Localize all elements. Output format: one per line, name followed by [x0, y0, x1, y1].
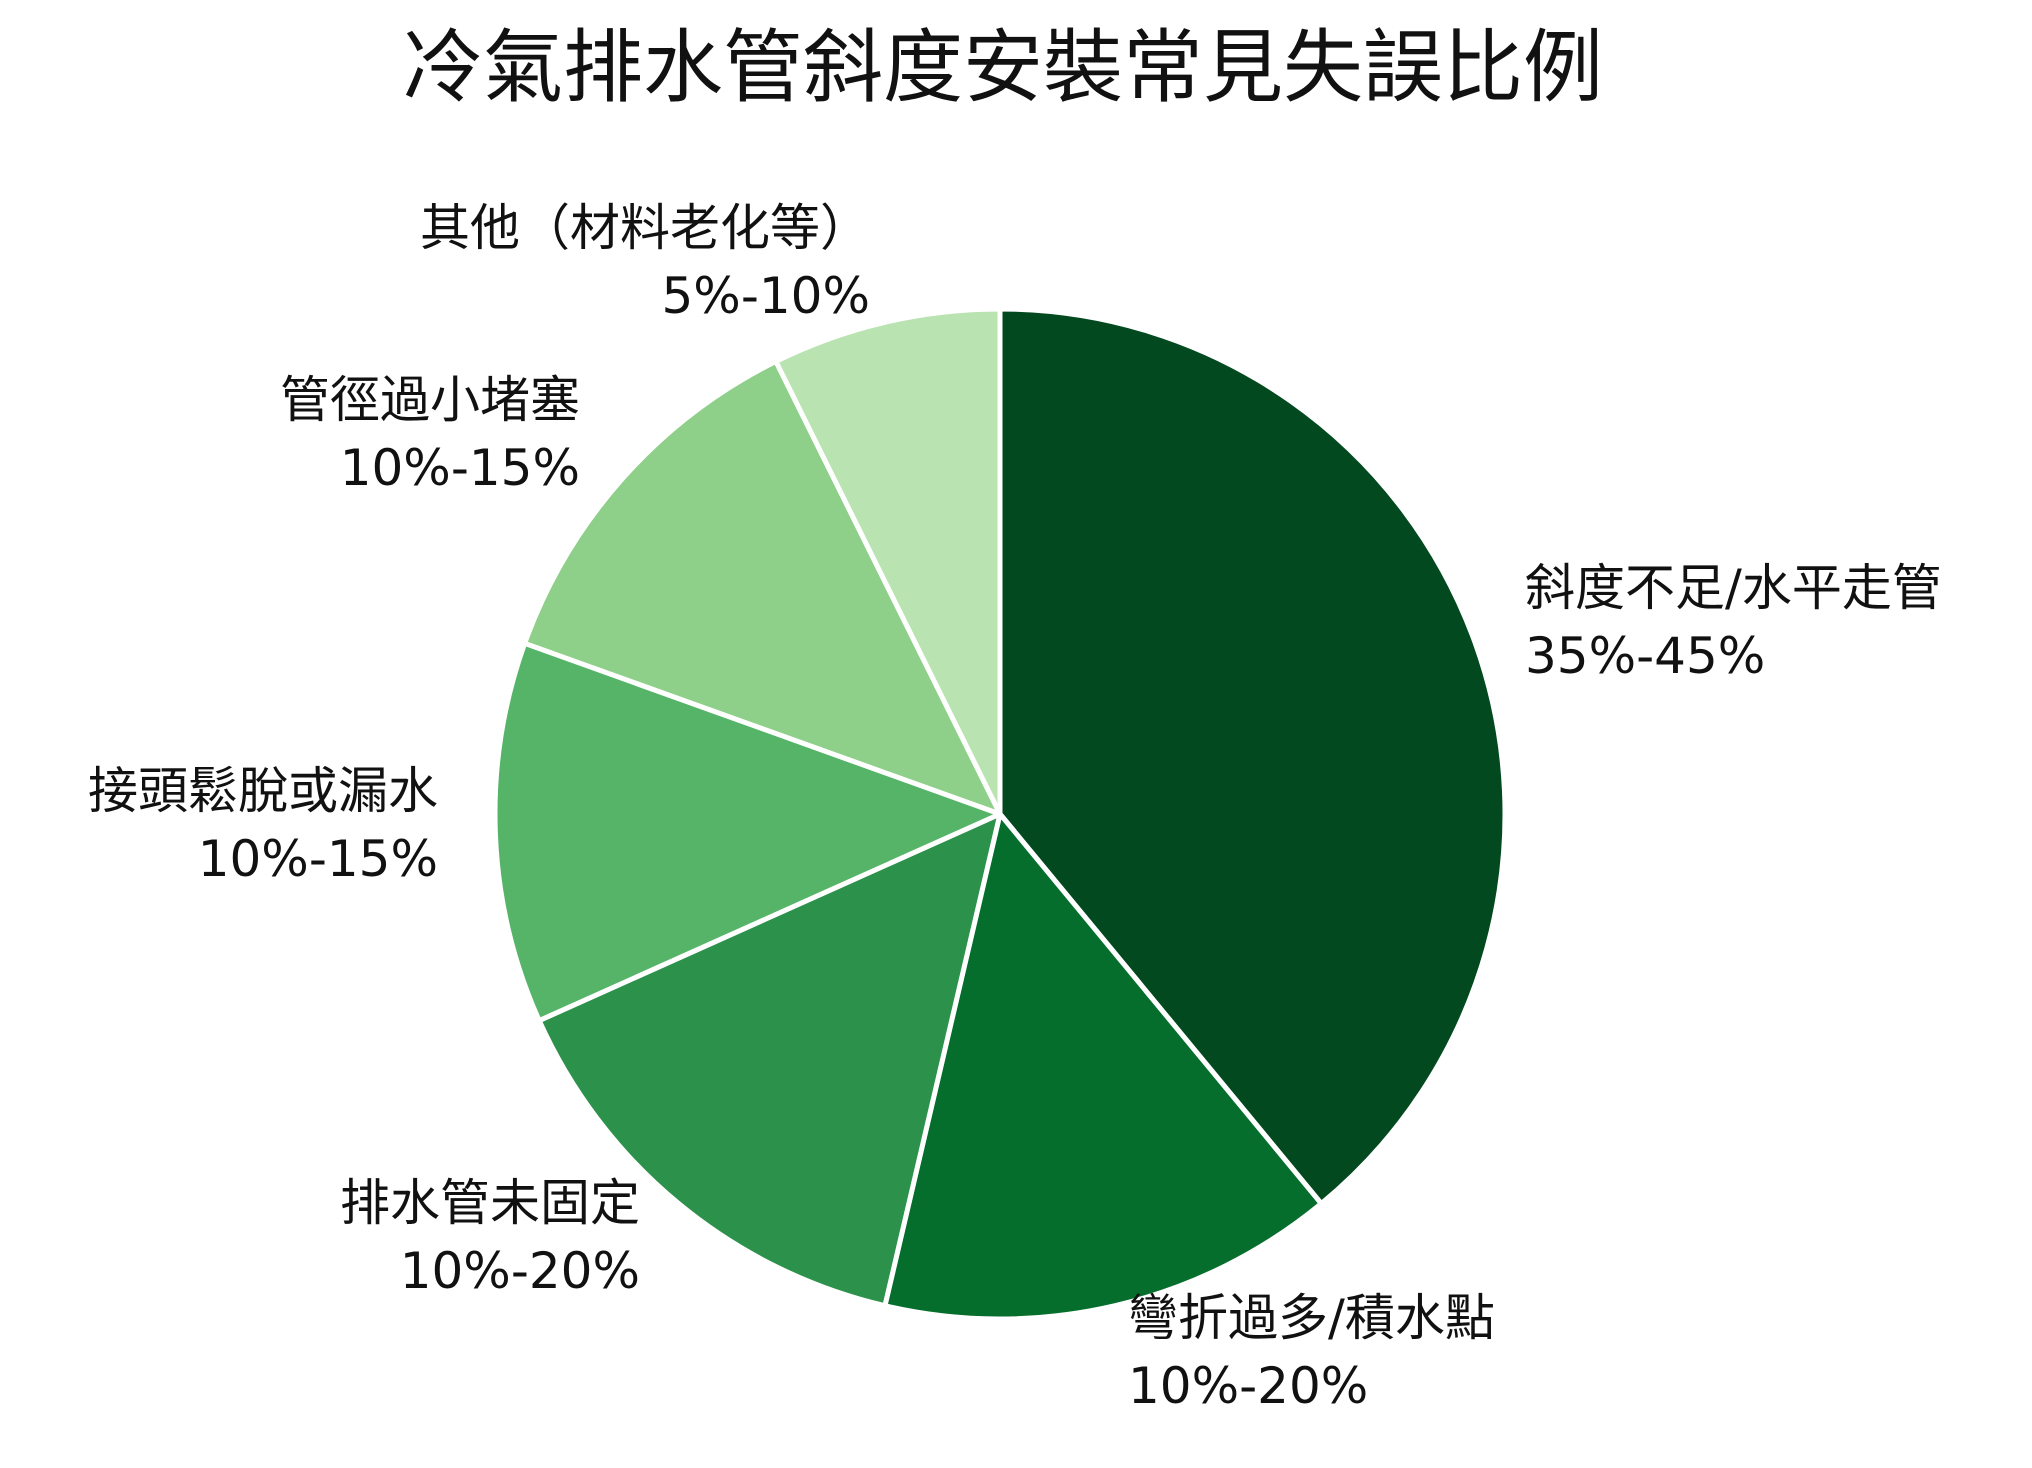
slice-label-3: 排水管未固定 — [340, 1174, 640, 1232]
slice-value-label-4: 10%-15% — [198, 830, 438, 888]
pie-slice-1 — [997, 306, 1508, 1207]
pie-slice-3 — [536, 811, 1003, 1309]
pie-slice-2 — [882, 811, 1324, 1322]
pie-slice-5 — [522, 358, 1003, 817]
slice-value-label-3: 10%-20% — [400, 1242, 640, 1300]
slice-value-label-2: 10%-20% — [1128, 1357, 1368, 1415]
slice-labels: 斜度不足/水平走管 35%-45% 彎折過多/積水點 10%-20% 排水管未固定 10%… — [88, 199, 1942, 1415]
slice-label-5: 管徑過小堵塞 — [280, 371, 580, 429]
slice-value-label-5: 10%-15% — [340, 439, 580, 497]
slice-value-label-1: 35%-45% — [1525, 627, 1765, 685]
chart-title: 冷氣排水管斜度安裝常見失誤比例 — [403, 21, 1603, 114]
slice-label-6: 其他（材料老化等） — [420, 199, 870, 257]
slice-value-label-6: 5%-10% — [662, 267, 871, 325]
slice-label-1: 斜度不足/水平走管 — [1525, 559, 1942, 617]
pie-slice-6 — [773, 306, 1003, 817]
slice-label-4: 接頭鬆脫或漏水 — [88, 762, 438, 820]
slice-label-2: 彎折過多/積水點 — [1128, 1289, 1495, 1347]
pie-slices — [492, 306, 1508, 1322]
pie-slice-4 — [492, 640, 1003, 1024]
